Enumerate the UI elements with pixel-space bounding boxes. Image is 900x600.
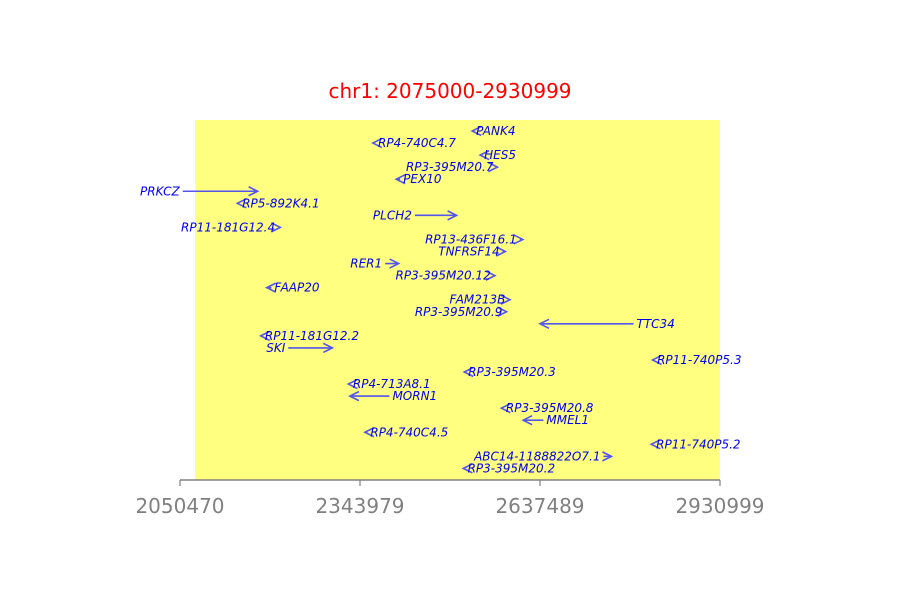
gene-label: FAM213B xyxy=(450,293,506,307)
gene-label: RP3-395M20.8 xyxy=(506,401,594,415)
gene-hes5: HES5 xyxy=(478,148,516,162)
gene-label: RP11-740P5.3 xyxy=(657,353,741,367)
gene-label: RP11-181G12.4 xyxy=(181,220,275,234)
gene-label: TNFRSF14 xyxy=(438,245,499,259)
gene-arrow-head xyxy=(602,451,614,462)
gene-ski: SKI xyxy=(266,341,335,355)
gene-label: RP3-395M20.9 xyxy=(415,305,503,319)
gene-pank4: PANK4 xyxy=(470,124,515,138)
gene-label: ABC14-1188822O7.1 xyxy=(473,449,600,463)
x-axis-tick-label: 2930999 xyxy=(675,494,764,518)
gene-label: RP3-395M20.12 xyxy=(396,269,491,283)
gene-label: RER1 xyxy=(350,257,382,271)
gene-arrow-head xyxy=(485,270,497,281)
gene-rp11-181g12-2: RP11-181G12.2 xyxy=(258,329,359,343)
gene-prkcz: PRKCZ xyxy=(140,184,260,198)
gene-label: PANK4 xyxy=(476,124,515,138)
gene-label: RP4-740C4.7 xyxy=(378,136,456,150)
gene-arrow-head xyxy=(389,258,401,269)
gene-arrow-head xyxy=(513,234,525,245)
gene-arrow-head xyxy=(371,137,383,149)
gene-arrow-head xyxy=(649,439,661,450)
gene-arrow-head xyxy=(478,149,490,161)
gene-pex10: PEX10 xyxy=(394,172,442,186)
x-axis-tick-label: 2050470 xyxy=(135,494,224,518)
gene-label: TTC34 xyxy=(637,317,675,331)
chart-title: chr1: 2075000-2930999 xyxy=(328,79,571,103)
x-axis: 2050470 2343979 2637489 2930999 xyxy=(135,479,765,518)
gene-faap20: FAAP20 xyxy=(265,281,320,295)
gene-label: FAAP20 xyxy=(274,281,319,295)
gene-label: MORN1 xyxy=(392,389,437,403)
gene-arrow-head xyxy=(265,282,277,293)
gene-arrow-head xyxy=(470,125,482,137)
gene-rp11-740p5-2: RP11-740P5.2 xyxy=(649,437,741,451)
gene-arrow-head xyxy=(497,306,509,317)
gene-rp3-395m20-12: RP3-395M20.12 xyxy=(396,269,497,283)
gene-label: HES5 xyxy=(484,148,516,162)
gene-arrow-head xyxy=(499,402,511,414)
gene-arrow-head xyxy=(461,463,473,474)
gene-rp4-740c4-5: RP4-740C4.5 xyxy=(363,425,448,439)
gene-label: PLCH2 xyxy=(373,208,412,222)
gene-rp3-395m20-8: RP3-395M20.8 xyxy=(499,401,594,415)
gene-arrow-head xyxy=(650,354,662,366)
gene-abc14-1188822o7-1: ABC14-1188822O7.1 xyxy=(473,449,614,463)
gene-arrow-head xyxy=(323,342,335,354)
gene-rp3-395m20-7: RP3-395M20.7 xyxy=(406,160,500,174)
gene-mmel1: MMEL1 xyxy=(521,413,589,427)
gene-rp4-713a8-1: RP4-713A8.1 xyxy=(346,377,431,391)
gene-label: RP4-740C4.5 xyxy=(370,425,448,439)
gene-arrow-head xyxy=(235,198,247,209)
gene-label: RP3-395M20.2 xyxy=(468,461,556,475)
gene-label: RP11-740P5.2 xyxy=(656,437,740,451)
gene-label: PRKCZ xyxy=(140,184,181,198)
gene-arrow-head xyxy=(500,294,512,305)
gene-rp5-892k4-1: RP5-892K4.1 xyxy=(235,196,320,210)
x-axis-tick-label: 2343979 xyxy=(315,494,404,518)
gene-label: MMEL1 xyxy=(546,413,589,427)
gene-rp13-436f16-1: RP13-436F16.1 xyxy=(425,232,525,246)
gene-arrow-head xyxy=(394,173,406,185)
gene-rp11-740p5-3: RP11-740P5.3 xyxy=(650,353,741,367)
gene-ttc34: TTC34 xyxy=(538,317,675,331)
gene-label: RP11-181G12.2 xyxy=(265,329,359,343)
gene-label: PEX10 xyxy=(403,172,442,186)
gene-arrow-head xyxy=(521,414,533,426)
gene-arrow-head xyxy=(270,222,283,233)
gene-rer1: RER1 xyxy=(350,257,401,271)
gene-rp3-395m20-3: RP3-395M20.3 xyxy=(462,365,556,379)
gene-label: RP4-713A8.1 xyxy=(353,377,431,391)
gene-label: RP13-436F16.1 xyxy=(425,232,517,246)
gene-arrow-head xyxy=(348,390,360,402)
gene-arrow-head xyxy=(538,318,550,330)
gene-arrow-head xyxy=(346,378,358,390)
x-axis-tick-label: 2637489 xyxy=(495,494,584,518)
gene-rp11-181g12-4: RP11-181G12.4 xyxy=(181,220,283,234)
gene-arrow-head xyxy=(363,427,375,438)
gene-label: RP3-395M20.7 xyxy=(406,160,494,174)
gene-arrow-head xyxy=(488,161,500,173)
highlighted-region xyxy=(195,120,720,480)
gene-label: SKI xyxy=(266,341,285,355)
gene-rp4-740c4-7: RP4-740C4.7 xyxy=(371,136,456,150)
gene-arrow-head xyxy=(447,210,459,221)
gene-rp3-395m20-2: RP3-395M20.2 xyxy=(461,461,556,475)
gene-morn1: MORN1 xyxy=(348,389,437,403)
gene-tnfrsf14: TNFRSF14 xyxy=(438,245,508,259)
gene-arrow-head xyxy=(495,246,508,257)
gene-rp3-395m20-9: RP3-395M20.9 xyxy=(415,305,509,319)
gene-plch2: PLCH2 xyxy=(373,208,459,222)
gene-label: RP3-395M20.3 xyxy=(468,365,556,379)
gene-arrow-head xyxy=(258,330,271,342)
gene-arrow-head xyxy=(248,186,260,197)
gene-label: RP5-892K4.1 xyxy=(242,196,319,210)
gene-arrow-head xyxy=(462,366,474,378)
gene-fam213b: FAM213B xyxy=(450,293,512,307)
